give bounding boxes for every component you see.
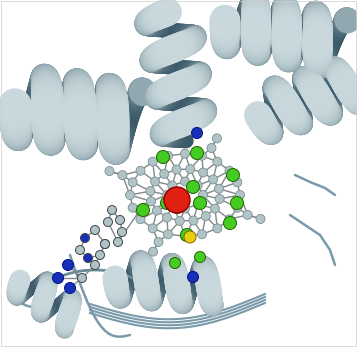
Circle shape xyxy=(162,191,171,200)
Circle shape xyxy=(148,157,157,166)
Circle shape xyxy=(149,247,157,256)
Circle shape xyxy=(80,234,90,243)
Circle shape xyxy=(181,177,190,186)
Circle shape xyxy=(213,157,222,166)
Circle shape xyxy=(160,169,169,178)
Circle shape xyxy=(148,224,157,233)
Circle shape xyxy=(91,261,100,270)
Circle shape xyxy=(198,168,207,177)
Circle shape xyxy=(107,205,116,214)
Circle shape xyxy=(195,252,206,262)
Circle shape xyxy=(126,191,135,200)
Circle shape xyxy=(146,187,155,196)
Circle shape xyxy=(193,196,206,210)
Circle shape xyxy=(156,151,170,163)
Circle shape xyxy=(65,282,75,294)
Circle shape xyxy=(116,215,125,225)
Circle shape xyxy=(171,201,183,213)
Circle shape xyxy=(128,178,137,187)
Circle shape xyxy=(231,196,243,210)
Circle shape xyxy=(209,175,218,184)
Circle shape xyxy=(184,231,196,243)
Circle shape xyxy=(197,230,206,239)
Circle shape xyxy=(213,224,222,233)
Circle shape xyxy=(198,191,207,200)
Circle shape xyxy=(154,237,163,246)
Circle shape xyxy=(105,167,114,176)
Circle shape xyxy=(211,204,220,213)
Circle shape xyxy=(128,203,137,212)
Circle shape xyxy=(223,217,236,229)
Circle shape xyxy=(212,134,221,143)
Circle shape xyxy=(256,214,265,223)
Circle shape xyxy=(84,254,92,262)
Circle shape xyxy=(207,144,216,153)
Circle shape xyxy=(114,237,122,246)
Circle shape xyxy=(96,251,105,260)
Circle shape xyxy=(118,171,127,180)
Circle shape xyxy=(233,178,242,187)
Circle shape xyxy=(181,204,190,213)
Circle shape xyxy=(146,197,156,206)
Circle shape xyxy=(136,166,145,175)
Circle shape xyxy=(162,213,171,222)
Circle shape xyxy=(168,200,177,209)
Circle shape xyxy=(164,187,190,213)
Circle shape xyxy=(236,191,245,200)
Circle shape xyxy=(152,206,161,215)
Circle shape xyxy=(187,271,198,282)
Circle shape xyxy=(233,203,242,212)
Circle shape xyxy=(186,180,200,194)
Circle shape xyxy=(197,151,206,160)
Circle shape xyxy=(181,229,193,242)
Circle shape xyxy=(62,260,74,271)
Circle shape xyxy=(225,215,234,224)
Circle shape xyxy=(181,232,190,241)
Circle shape xyxy=(117,228,126,237)
Circle shape xyxy=(101,239,110,248)
Circle shape xyxy=(77,273,86,282)
Circle shape xyxy=(168,181,177,190)
Circle shape xyxy=(104,218,112,227)
Circle shape xyxy=(191,127,202,138)
Circle shape xyxy=(189,216,198,225)
Circle shape xyxy=(164,151,172,160)
Circle shape xyxy=(170,257,181,269)
Circle shape xyxy=(226,169,240,181)
Circle shape xyxy=(193,181,202,190)
Circle shape xyxy=(191,146,203,160)
Circle shape xyxy=(175,217,184,226)
Circle shape xyxy=(136,203,150,217)
Circle shape xyxy=(52,272,64,283)
Circle shape xyxy=(75,245,85,254)
Circle shape xyxy=(101,239,110,248)
Circle shape xyxy=(215,194,224,203)
Circle shape xyxy=(186,164,195,174)
Circle shape xyxy=(201,212,210,221)
Circle shape xyxy=(161,196,174,210)
Circle shape xyxy=(164,230,172,239)
Circle shape xyxy=(136,215,145,224)
Circle shape xyxy=(215,184,223,193)
Circle shape xyxy=(151,177,160,186)
Circle shape xyxy=(225,166,234,175)
Circle shape xyxy=(243,210,252,219)
Circle shape xyxy=(181,149,190,158)
Circle shape xyxy=(172,165,181,174)
Circle shape xyxy=(193,200,202,209)
Circle shape xyxy=(91,226,100,235)
